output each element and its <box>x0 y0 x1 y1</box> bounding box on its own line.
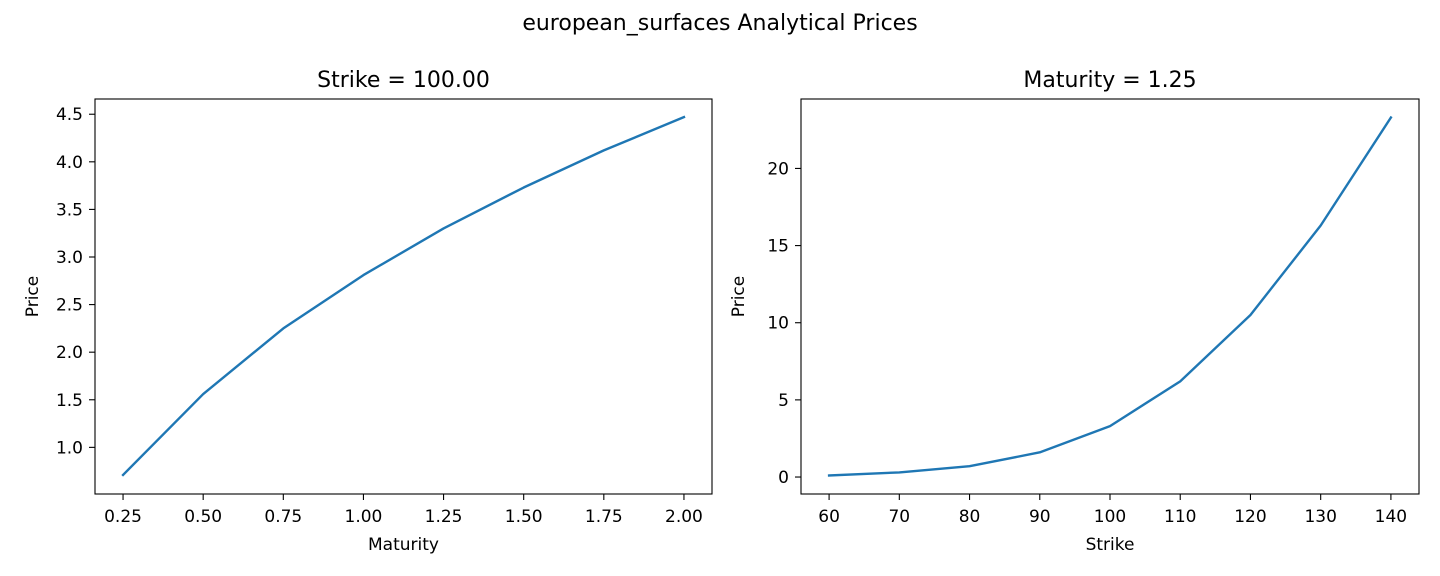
x-axis-label: Maturity <box>368 535 439 555</box>
y-axis-label: Price <box>729 276 749 317</box>
x-tick-label: 130 <box>1304 507 1336 527</box>
series-line-1 <box>827 115 1393 477</box>
y-tick-label: 3.5 <box>56 200 83 220</box>
x-axis-label: Strike <box>1086 535 1135 555</box>
x-tick-label: 0.50 <box>184 507 222 527</box>
x-tick-label: 120 <box>1234 507 1266 527</box>
y-tick-label: 5 <box>778 391 789 411</box>
y-axis-label: Price <box>23 276 43 317</box>
x-tick-label: 1.50 <box>505 507 543 527</box>
y-tick-label: 3.0 <box>56 248 83 268</box>
x-tick-label: 80 <box>959 507 981 527</box>
y-tick-label: 4.0 <box>56 153 83 173</box>
axes-title: Maturity = 1.25 <box>1023 68 1196 93</box>
x-tick-label: 1.00 <box>345 507 383 527</box>
x-tick-label: 90 <box>1029 507 1051 527</box>
axes-1: Strike = 100.00 0.25 0.50 0.75 1.00 1.25 1.50 1… <box>23 68 713 555</box>
x-tick-label: 70 <box>888 507 910 527</box>
axes-title: Strike = 100.00 <box>317 68 490 93</box>
y-tick-label: 20 <box>767 159 789 179</box>
y-tick-label: 2.5 <box>56 296 83 316</box>
axes-container: Strike = 100.000.25 0.50 0.75 1.00 1.25 1.50 1… <box>23 68 1420 555</box>
x-tick-label: 100 <box>1094 507 1126 527</box>
y-tick-label: 1.5 <box>56 391 83 411</box>
y-tick-label: 10 <box>767 314 789 334</box>
x-tick-label: 140 <box>1375 507 1407 527</box>
x-tick-label: 1.25 <box>425 507 463 527</box>
x-tick-label: 1.75 <box>585 507 623 527</box>
axes-2: Maturity = 1.25 60 70 80 90 100 110 120 130 140 0 5… <box>729 68 1420 555</box>
y-tick-label: 0 <box>778 468 789 488</box>
y-tick-label: 2.0 <box>56 343 83 363</box>
series-line-1 <box>121 115 686 477</box>
axes-frame <box>94 98 713 495</box>
y-tick-label: 15 <box>767 237 789 257</box>
x-tick-label: 2.00 <box>665 507 703 527</box>
axes-frame <box>800 98 1420 495</box>
y-tick-label: 4.5 <box>56 105 83 125</box>
x-tick-label: 0.25 <box>104 507 142 527</box>
x-tick-label: 60 <box>818 507 840 527</box>
x-tick-label: 0.75 <box>264 507 302 527</box>
figure-title: european_surfaces Analytical Prices <box>522 11 917 36</box>
y-tick-label: 1.0 <box>56 438 83 458</box>
x-tick-label: 110 <box>1164 507 1196 527</box>
